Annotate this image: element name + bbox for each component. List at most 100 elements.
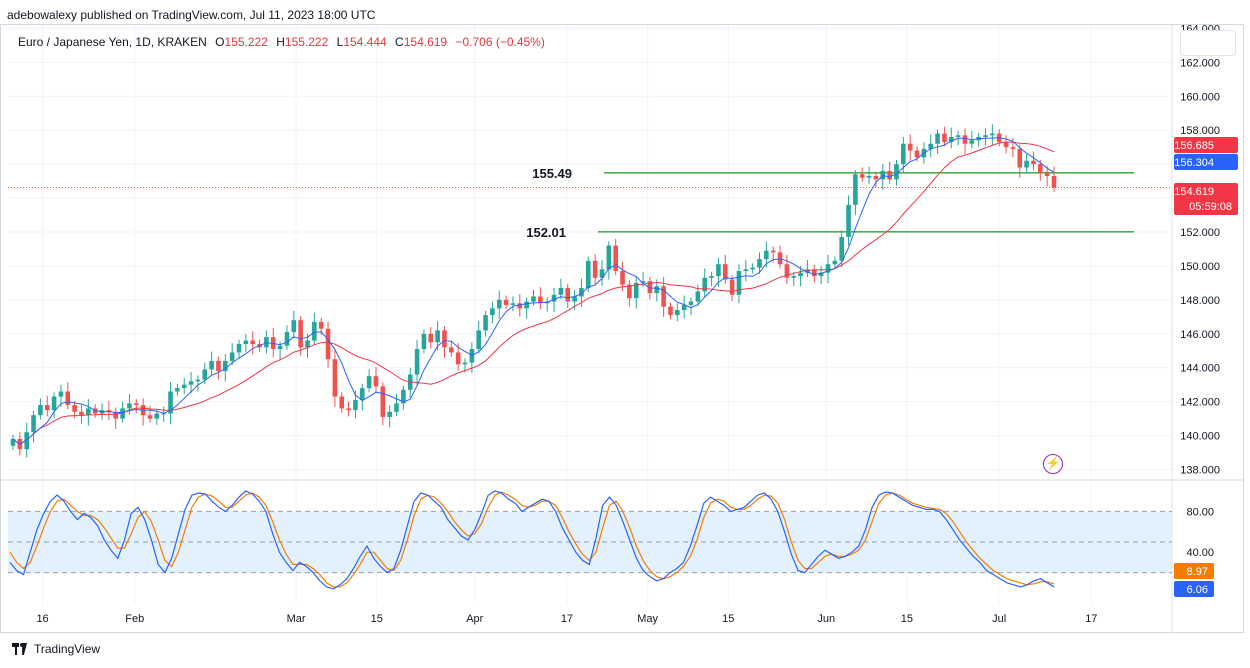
- candle-body: [620, 271, 625, 285]
- candle-body: [750, 267, 755, 270]
- candle-body: [394, 403, 399, 412]
- candle-body: [1031, 160, 1036, 165]
- price-tag: [1174, 183, 1238, 215]
- candle-body: [688, 301, 694, 305]
- time-tick-label: 15: [901, 613, 913, 625]
- candle-body: [401, 389, 406, 404]
- candle-body: [839, 237, 844, 261]
- high-label: H: [276, 35, 285, 49]
- candle-body: [901, 143, 906, 165]
- close-value: 154.619: [403, 35, 448, 49]
- symbol-name: Euro / Japanese Yen, 1D, KRAKEN: [18, 35, 207, 49]
- candle-body: [421, 333, 427, 350]
- price-tag-label: 156.304: [1174, 157, 1214, 169]
- candle-body: [531, 296, 536, 302]
- candle-body: [729, 279, 735, 295]
- candle-body: [654, 286, 660, 294]
- price-axis: 138.000 140.000 142.000 144.000 146.000 148.0…: [1180, 23, 1220, 476]
- price-tick-label: 152.000: [1180, 227, 1220, 239]
- candle-body: [435, 330, 440, 343]
- candle-body: [702, 277, 708, 292]
- candle-body: [585, 260, 591, 288]
- candle-body: [907, 143, 913, 151]
- candle-body: [832, 260, 838, 265]
- candle-body: [38, 405, 43, 416]
- candle-body: [58, 391, 64, 397]
- candle-body: [277, 345, 283, 350]
- stochastic-tag-label: 8.97: [1187, 566, 1208, 578]
- candle-body: [661, 286, 666, 307]
- candle-body: [572, 296, 577, 302]
- candle-body: [346, 408, 351, 411]
- candle-body: [216, 360, 221, 372]
- candle-body: [373, 376, 379, 387]
- level-label: 152.01: [526, 225, 566, 240]
- price-tick-label: 138.000: [1180, 465, 1220, 477]
- stochastic-tick-label: 80.00: [1186, 506, 1214, 518]
- candle-body: [325, 328, 331, 360]
- candle-body: [517, 303, 523, 309]
- stochastic-d-line: [9, 491, 1055, 588]
- candle-body: [387, 411, 392, 417]
- candle-body: [805, 269, 810, 273]
- candle-body: [291, 320, 297, 333]
- candle-body: [668, 306, 673, 316]
- price-tag-label: 156.685: [1174, 140, 1214, 152]
- candle-body: [565, 287, 571, 302]
- time-axis: 16 Feb Mar 15 Apr 17 May 15 Jun 15 Jul 17: [36, 613, 1097, 625]
- scale-button[interactable]: [1180, 30, 1236, 56]
- candle-body: [613, 245, 618, 272]
- change-value: −0.706 (−0.45%): [455, 35, 545, 49]
- candle-body: [209, 360, 214, 370]
- candle-body: [113, 411, 119, 419]
- countdown-label: 05:59:08: [1189, 201, 1232, 213]
- candle-body: [202, 369, 208, 380]
- candle-body: [366, 376, 372, 389]
- time-tick-label: 17: [561, 613, 573, 625]
- candle-body: [65, 391, 71, 406]
- candle-body: [175, 388, 180, 392]
- candle-body: [681, 304, 687, 311]
- candle-body: [647, 281, 653, 294]
- candle-body: [380, 386, 386, 417]
- candle-body: [414, 349, 420, 375]
- candle-body: [990, 133, 995, 136]
- price-tick-label: 144.000: [1180, 363, 1220, 375]
- candle-body: [524, 301, 529, 309]
- candle-body: [825, 264, 831, 273]
- candle-body: [853, 174, 858, 205]
- open-label: O: [215, 35, 225, 49]
- price-tick-label: 158.000: [1180, 125, 1220, 137]
- candle-body: [962, 135, 968, 144]
- candle-body: [791, 276, 797, 278]
- stochastic-k-line: [9, 490, 1055, 590]
- candle-body: [10, 438, 16, 446]
- time-tick-label: 15: [722, 613, 734, 625]
- candle-body: [106, 410, 112, 412]
- candle-body: [798, 272, 803, 277]
- candle-body: [236, 343, 242, 353]
- candle-body: [880, 170, 886, 180]
- candle-body: [469, 349, 475, 363]
- candle-body: [1044, 172, 1050, 176]
- time-tick-label: Jun: [817, 613, 835, 625]
- candle-body: [31, 415, 36, 433]
- candle-body: [133, 403, 139, 406]
- support-resistance-levels: 155.49 152.01: [8, 166, 1172, 240]
- candle-body: [223, 360, 228, 372]
- candle-body: [510, 303, 516, 305]
- candle-body: [1051, 176, 1057, 188]
- symbol-legend: Euro / Japanese Yen, 1D, KRAKEN O 155.222…: [18, 35, 545, 49]
- stochastic-tag-label: 6.06: [1187, 584, 1208, 596]
- candle-body: [640, 281, 646, 283]
- price-tag: [1174, 137, 1238, 153]
- candle-body: [675, 310, 680, 316]
- time-tick-label: Jul: [992, 613, 1006, 625]
- tradingview-logo-icon: [12, 643, 28, 655]
- high-value: 155.222: [284, 35, 329, 49]
- lightning-icon[interactable]: ⚡: [1043, 454, 1063, 474]
- stochastic-tag: [1174, 563, 1214, 579]
- candle-body: [1017, 148, 1023, 168]
- candle-body: [736, 271, 742, 295]
